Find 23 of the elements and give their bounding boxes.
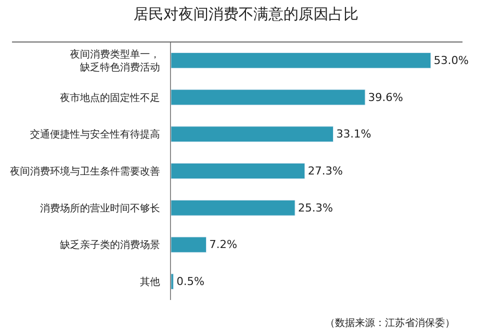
bar xyxy=(171,163,306,179)
text: （数据来源：江苏省消保委） xyxy=(325,317,455,329)
y-tick-label: 其他 xyxy=(140,276,160,288)
bar xyxy=(171,89,366,106)
data-label: 25.3% xyxy=(298,201,333,214)
y-tick-label: 缺乏亲子类的消费场景 xyxy=(60,239,160,252)
y-tick-label: 夜间消费环境与卫生条件需要改善 xyxy=(10,166,160,178)
y-tick-label: 夜间消费类型单一，缺乏特色消费活动 xyxy=(70,48,160,74)
data-label: 27.3% xyxy=(308,164,343,178)
y-tick-label: 消费场所的营业时间不够长 xyxy=(40,202,160,214)
bar xyxy=(171,126,334,142)
bar xyxy=(171,200,296,216)
data-label: 0.5% xyxy=(176,275,204,288)
data-label: 39.6% xyxy=(368,90,404,104)
data-label: 33.1% xyxy=(336,128,372,141)
bar xyxy=(171,236,207,253)
chart-title: 居民对夜间消费不满意的原因占比 xyxy=(134,4,358,23)
y-tick-label: 夜市地点的固定性不足 xyxy=(60,92,160,104)
data-label: 7.2% xyxy=(209,238,238,252)
bar xyxy=(171,52,432,68)
y-tick-label: 交通便捷性与安全性有待提高 xyxy=(30,128,160,141)
bar xyxy=(171,274,174,290)
data-label: 53.0% xyxy=(434,54,469,67)
